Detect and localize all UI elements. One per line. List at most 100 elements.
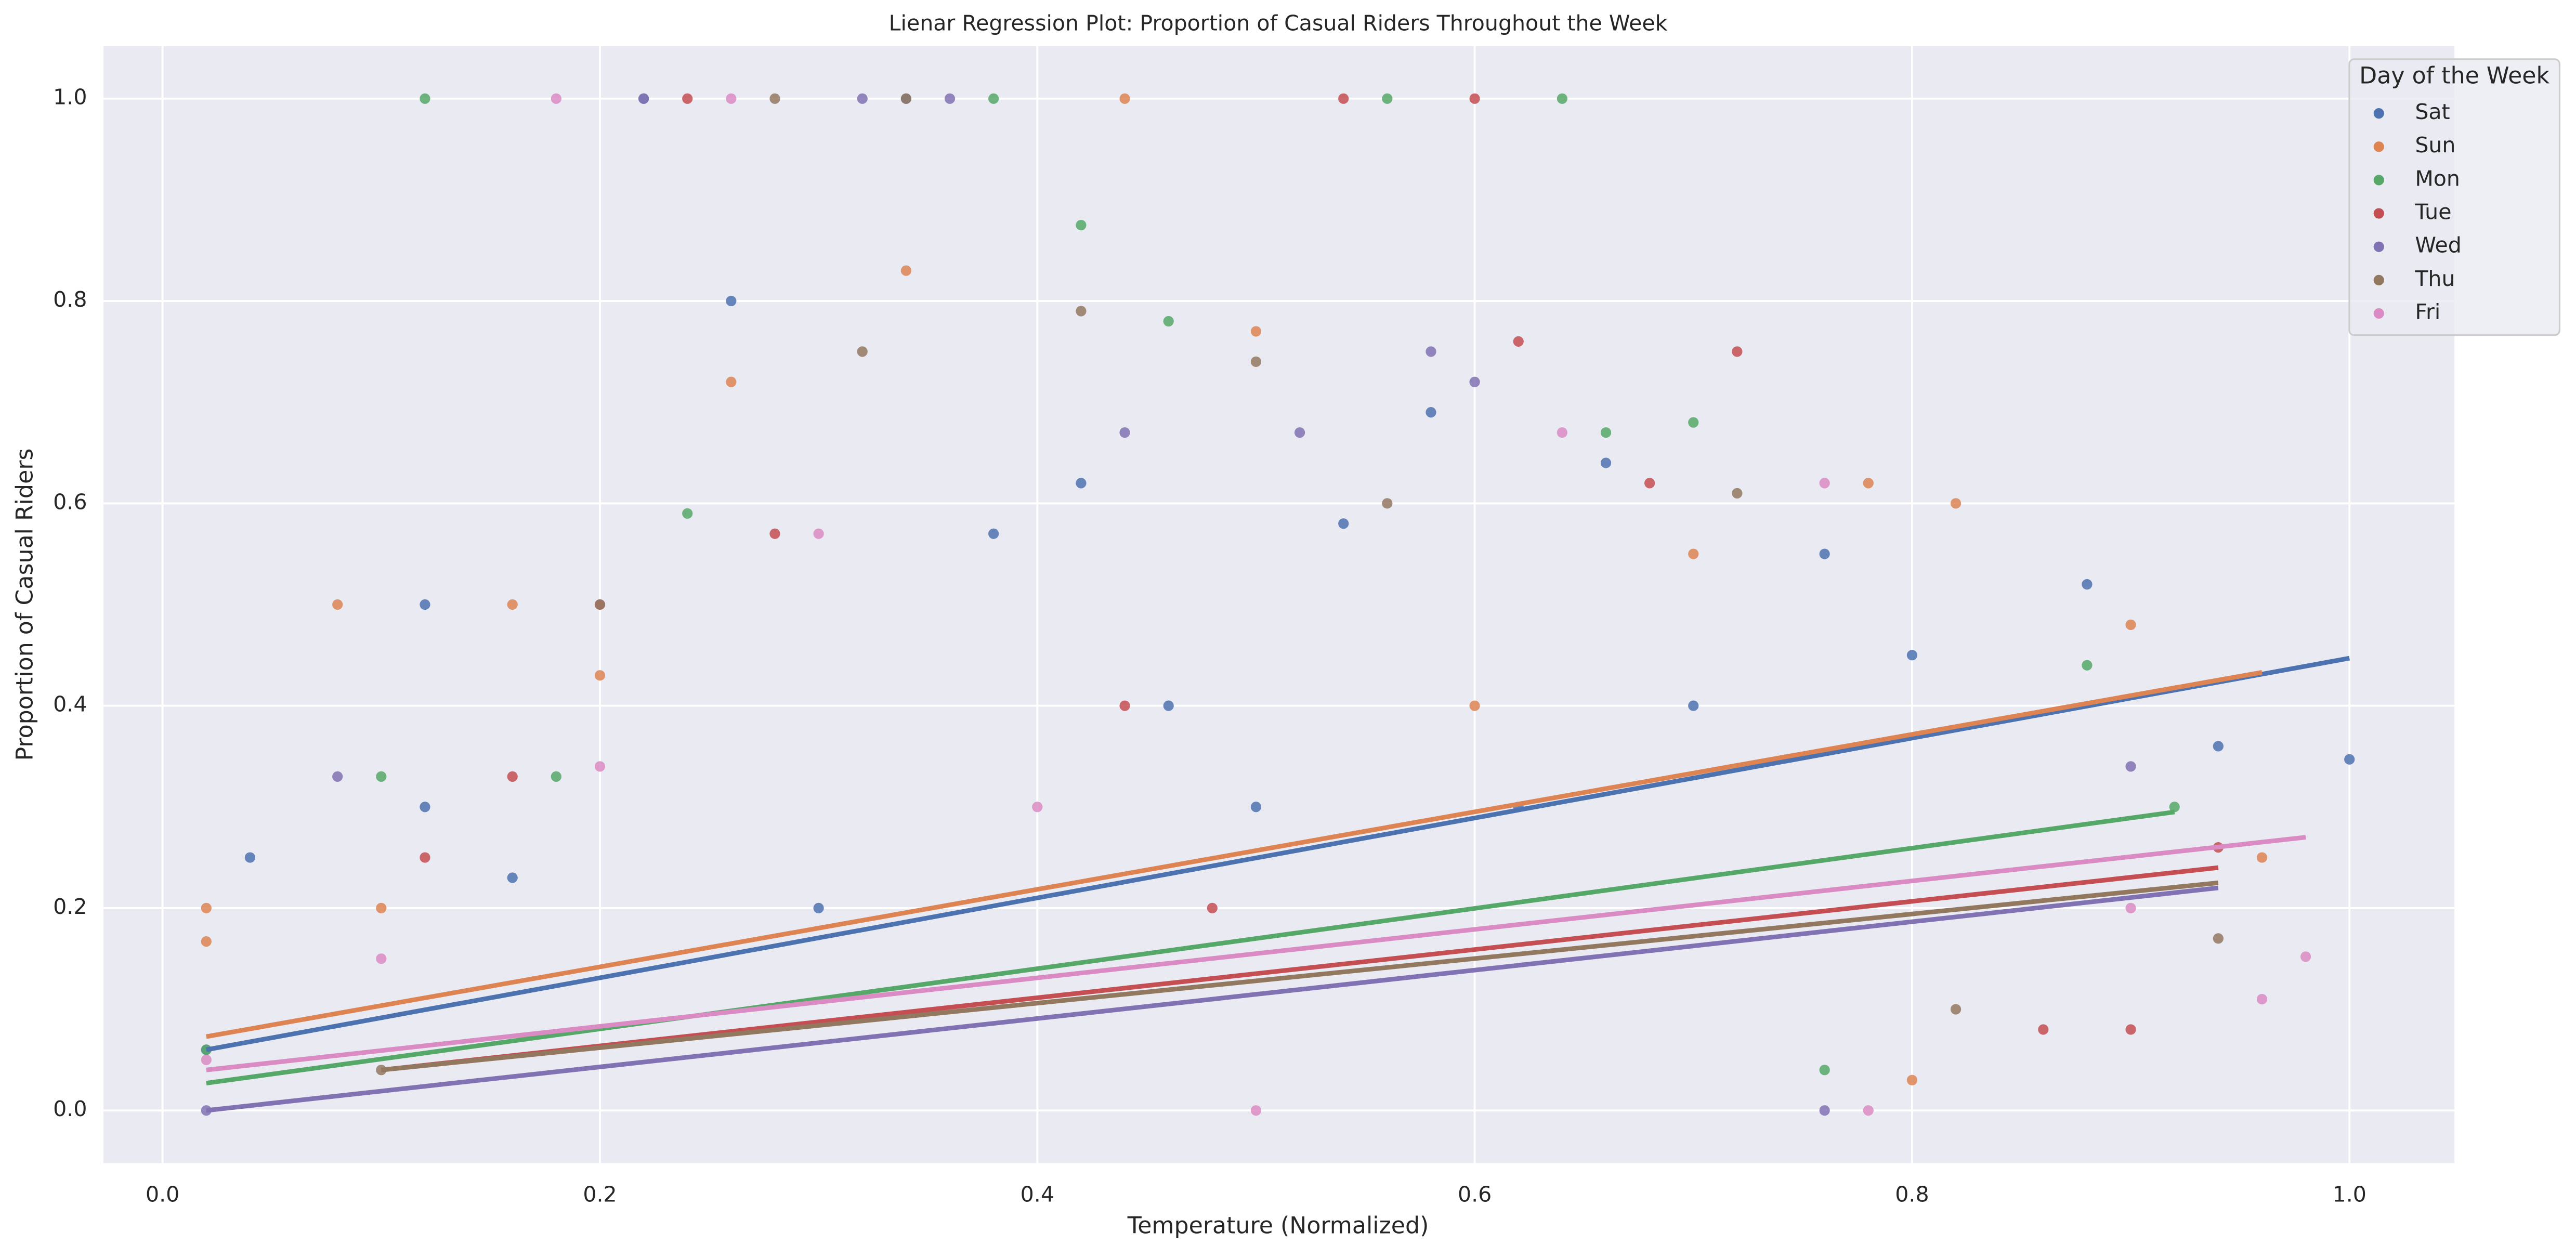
data-point xyxy=(2256,993,2268,1005)
data-point xyxy=(988,528,999,539)
data-point xyxy=(594,670,606,681)
data-point xyxy=(1688,417,1699,428)
data-point xyxy=(507,771,518,782)
legend-label: Wed xyxy=(2415,233,2462,258)
data-point xyxy=(420,852,430,863)
data-point xyxy=(551,93,561,104)
x-tick-label: 1.0 xyxy=(2333,1182,2366,1207)
data-point xyxy=(1644,478,1655,489)
data-point xyxy=(769,93,780,104)
data-point xyxy=(2038,1024,2049,1035)
data-point xyxy=(201,936,212,947)
data-point xyxy=(2344,754,2355,765)
legend-marker xyxy=(2373,141,2384,152)
legend-marker xyxy=(2373,274,2384,285)
x-tick-label: 0.0 xyxy=(146,1182,179,1207)
data-point xyxy=(1250,356,1262,367)
data-point xyxy=(1600,457,1612,468)
data-point xyxy=(769,528,780,539)
data-point xyxy=(594,761,606,772)
legend-marker xyxy=(2373,108,2384,119)
data-point xyxy=(1076,478,1087,489)
data-point xyxy=(2125,761,2136,772)
legend-label: Thu xyxy=(2414,266,2455,291)
x-tick-label: 0.8 xyxy=(1895,1182,1929,1207)
data-point xyxy=(1076,306,1087,317)
y-tick-label: 0.2 xyxy=(53,894,87,919)
data-point xyxy=(1469,93,1480,104)
data-point xyxy=(1732,488,1743,499)
data-point xyxy=(1119,700,1130,711)
regression-line xyxy=(206,835,2306,1072)
y-tick-label: 1.0 xyxy=(53,85,87,110)
legend: Day of the Week Sat Sun Mon Tue Wed Thu Fri xyxy=(2348,58,2560,336)
regression-line xyxy=(206,885,2219,1113)
x-tick-label: 0.6 xyxy=(1458,1182,1492,1207)
data-point xyxy=(1557,427,1567,438)
data-point xyxy=(1294,427,1305,438)
data-point xyxy=(2125,619,2136,631)
data-point xyxy=(944,93,956,104)
data-point xyxy=(726,295,737,307)
data-point xyxy=(376,902,387,914)
data-point xyxy=(2300,951,2311,962)
data-point xyxy=(2213,741,2224,752)
data-point xyxy=(244,852,256,863)
data-point xyxy=(1819,1065,1830,1076)
data-point xyxy=(726,93,737,104)
data-point xyxy=(1950,1004,1962,1015)
data-point xyxy=(1819,478,1830,489)
data-point xyxy=(332,771,343,782)
legend-marker xyxy=(2373,241,2384,252)
data-point xyxy=(1382,498,1393,509)
data-point xyxy=(2125,1024,2136,1035)
data-point xyxy=(900,265,912,276)
x-axis-label: Temperature (Normalized) xyxy=(1127,1213,1429,1239)
data-point xyxy=(1119,427,1130,438)
y-tick-label: 0.6 xyxy=(53,489,87,514)
legend-label: Sun xyxy=(2415,133,2455,158)
data-point xyxy=(1819,548,1830,559)
data-point xyxy=(1382,93,1393,104)
data-point xyxy=(813,528,824,539)
plot-background xyxy=(103,46,2455,1163)
data-point xyxy=(1600,427,1612,438)
legend-label: Tue xyxy=(2414,200,2451,225)
regression-line xyxy=(381,880,2219,1072)
marks xyxy=(201,93,2355,1116)
data-point xyxy=(594,599,606,610)
regression-line xyxy=(205,656,2350,1052)
y-tick-label: 0.0 xyxy=(53,1096,87,1121)
data-point xyxy=(2213,933,2224,944)
legend-label: Sat xyxy=(2415,99,2450,124)
data-point xyxy=(1338,93,1349,104)
legend-label: Fri xyxy=(2415,299,2440,324)
data-point xyxy=(1863,478,1874,489)
data-point xyxy=(507,872,518,883)
x-tick-label: 0.4 xyxy=(1021,1182,1054,1207)
data-point xyxy=(201,1054,212,1065)
data-point xyxy=(1207,902,1218,914)
data-point xyxy=(1732,346,1743,357)
legend-label: Mon xyxy=(2415,166,2460,191)
y-axis-label: Proportion of Casual Riders xyxy=(12,448,38,761)
data-point xyxy=(1863,1105,1874,1116)
data-point xyxy=(1469,376,1480,387)
data-point xyxy=(1688,700,1699,711)
data-point xyxy=(1950,498,1962,509)
data-point xyxy=(1163,316,1174,327)
legend-title: Day of the Week xyxy=(2359,63,2549,89)
data-point xyxy=(1250,802,1262,813)
data-point xyxy=(201,902,212,914)
data-point xyxy=(1250,326,1262,337)
regression-line xyxy=(381,865,2219,1072)
data-point xyxy=(726,376,737,387)
data-point xyxy=(1906,1074,1918,1085)
chart-title: Lienar Regression Plot: Proportion of Ca… xyxy=(889,10,1668,35)
legend-marker xyxy=(2373,208,2384,219)
data-point xyxy=(1557,93,1567,104)
data-point xyxy=(1819,1105,1830,1116)
data-point xyxy=(1338,518,1349,529)
y-tick-label: 0.4 xyxy=(53,692,87,717)
